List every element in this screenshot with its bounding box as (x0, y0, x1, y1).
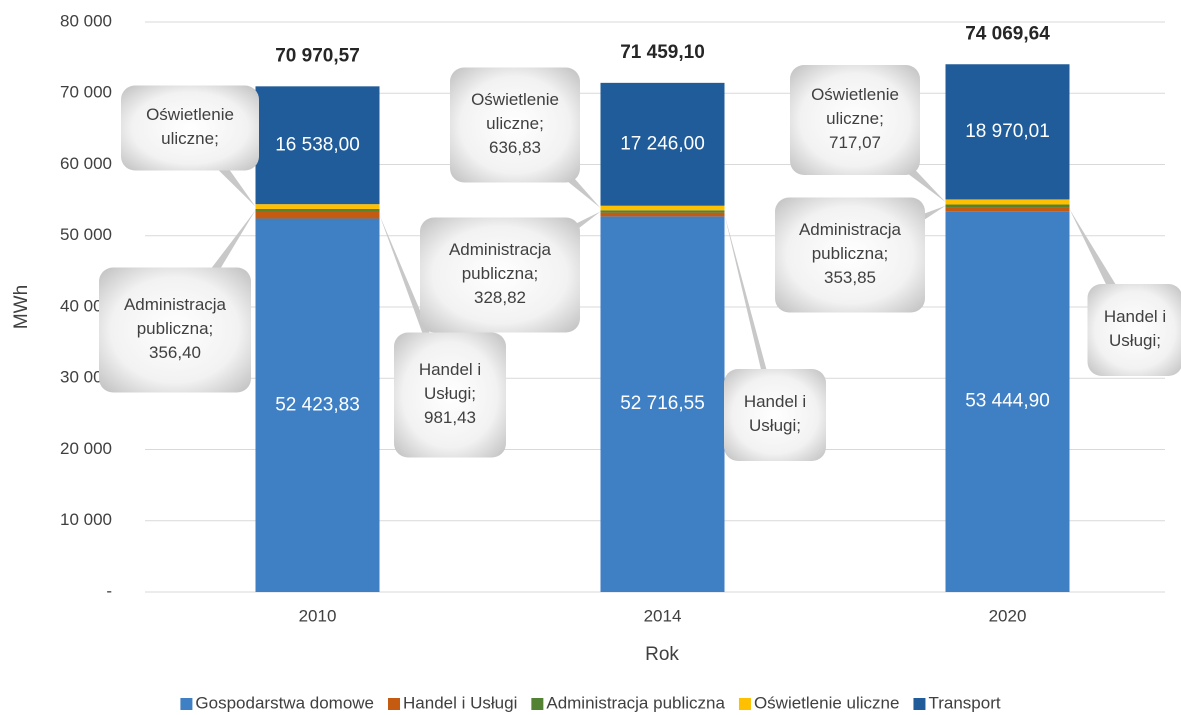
bar-segment (945, 199, 1070, 205)
x-axis-title: Rok (645, 644, 679, 665)
total-label: 70 970,57 (275, 45, 360, 66)
callout-box (724, 369, 826, 461)
callout: Administracja publiczna; 353,85 (775, 197, 946, 313)
legend-swatch (738, 698, 751, 710)
bar-segment (600, 212, 725, 217)
callout-label: Handel i Usługi; 981,43 (419, 360, 481, 427)
legend-swatch (913, 698, 926, 710)
y-tick-label: 80 000 (60, 11, 112, 30)
bar-segment (945, 64, 1070, 200)
y-tick-label: 50 000 (60, 225, 112, 244)
callout: Oświetlenie uliczne; 717,07 (790, 65, 946, 202)
callout: Handel i Usługi; 981,43 (379, 214, 506, 458)
y-tick-label: - (106, 581, 112, 600)
callout-label: Handel i Usługi; (1104, 307, 1166, 350)
legend-swatch (180, 698, 193, 710)
bar-segment (255, 204, 380, 209)
value-label: 52 423,83 (275, 394, 360, 415)
bar-segment (255, 208, 380, 212)
bar-segment (600, 205, 725, 211)
y-tick-label: 20 000 (60, 439, 112, 458)
bar-segment (600, 210, 725, 213)
bar-segment (255, 86, 380, 205)
callout: Handel i Usługi; (724, 214, 826, 461)
value-label: 16 538,00 (275, 134, 360, 155)
bar-segment (255, 211, 380, 219)
y-tick-label: 60 000 (60, 154, 112, 173)
y-axis-title: MWh (11, 285, 32, 329)
callout-label: Oświetlenie uliczne; 636,83 (471, 90, 559, 157)
y-tick-label: 70 000 (60, 83, 112, 102)
bar-segment (945, 207, 1070, 212)
callout-label: Administracja publiczna; 356,40 (124, 295, 227, 362)
callout-box (450, 67, 580, 183)
x-tick-label: 2020 (989, 606, 1027, 625)
callout-label: Handel i Usługi; (744, 392, 806, 435)
callout-box (420, 217, 580, 333)
callout: Oświetlenie uliczne; 636,83 (450, 67, 601, 209)
legend-label: Oświetlenie uliczne (754, 693, 900, 712)
bar-segment (600, 82, 725, 206)
callout-label: Oświetlenie uliczne; 717,07 (811, 85, 899, 152)
total-label: 71 459,10 (620, 42, 705, 63)
callout-box (775, 197, 925, 313)
legend: Gospodarstwa domowe Handel i Usługi Admini… (180, 693, 1001, 712)
callout-box (99, 267, 251, 393)
value-label: 53 444,90 (965, 391, 1050, 412)
x-tick-label: 2014 (644, 606, 682, 625)
callout-box (394, 332, 506, 458)
callout-box (121, 85, 259, 171)
legend-label: Gospodarstwa domowe (195, 693, 374, 712)
y-tick-label: 10 000 (60, 510, 112, 529)
callout-box (790, 65, 920, 175)
x-tick-label: 2010 (299, 606, 337, 625)
bar-segment (945, 204, 1070, 208)
callout: Oświetlenie uliczne; (121, 85, 259, 207)
callout-pointer (190, 114, 256, 207)
callout: Handel i Usługi; (1069, 209, 1181, 376)
bar-segment (945, 211, 1070, 593)
bar-segment (600, 216, 725, 592)
value-label: 52 716,55 (620, 393, 705, 414)
value-label: 18 970,01 (965, 121, 1050, 142)
legend-label: Handel i Usługi (403, 693, 517, 712)
value-label: 17 246,00 (620, 133, 705, 154)
callout-label: Oświetlenie uliczne; (146, 105, 234, 148)
legend-label: Transport (928, 693, 1000, 712)
callout-box (1087, 284, 1181, 376)
callout-label: Administracja publiczna; 353,85 (799, 220, 902, 287)
legend-swatch (388, 698, 401, 710)
total-label: 74 069,64 (965, 23, 1050, 44)
callout-label: Administracja publiczna; 328,82 (449, 240, 552, 307)
legend-swatch (531, 698, 544, 710)
legend-label: Administracja publiczna (546, 693, 725, 712)
callout: Administracja publiczna; 328,82 (420, 211, 601, 333)
callout: Administracja publiczna; 356,40 (99, 210, 256, 393)
callout-pointer (724, 214, 775, 429)
bar-segment (255, 218, 380, 592)
